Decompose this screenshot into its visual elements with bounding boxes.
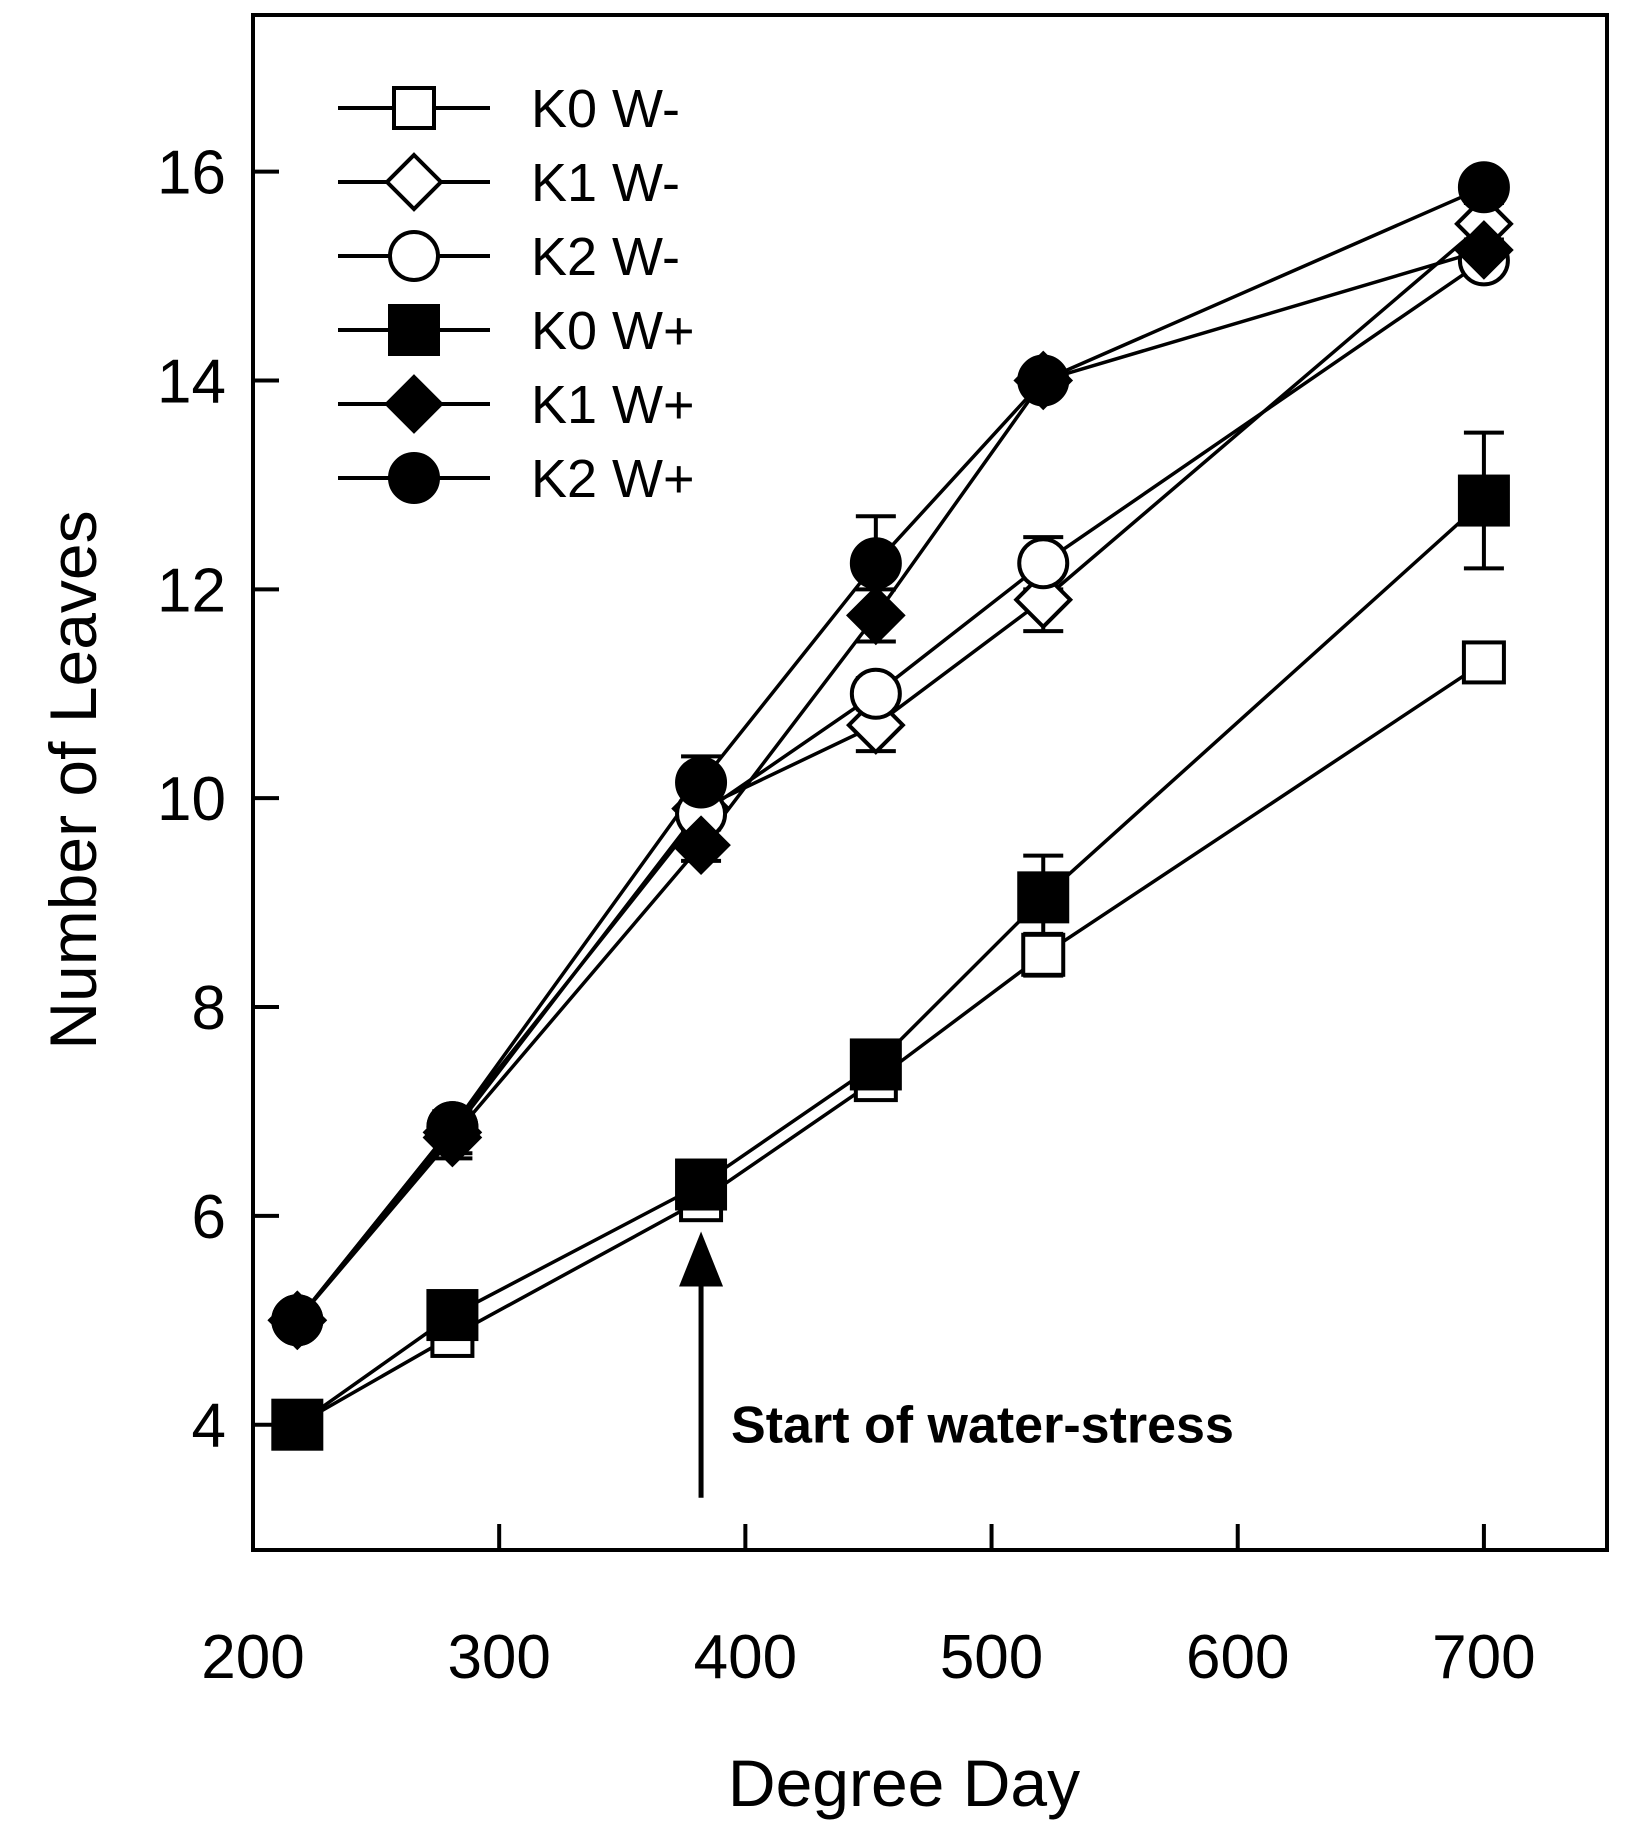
legend-label: K2 W+ xyxy=(531,449,695,509)
legend-marker xyxy=(384,374,444,434)
axes: 200 300 400 500 600 700 4 6 8 10 12 14 16 xyxy=(157,139,1536,1692)
series-line xyxy=(295,248,1485,1322)
data-point xyxy=(849,537,902,590)
annotations: Start of water-stress xyxy=(679,1231,1234,1498)
annotation-label: Start of water-stress xyxy=(731,1397,1234,1455)
data-point xyxy=(1021,932,1066,977)
plot-marks xyxy=(267,161,1514,1451)
x-tick-label: 600 xyxy=(1186,1623,1289,1692)
data-point xyxy=(271,1294,324,1347)
y-tick-label: 4 xyxy=(192,1392,226,1461)
data-point xyxy=(849,667,902,720)
x-axis-title: Degree Day xyxy=(728,1746,1080,1820)
x-tick-label: 300 xyxy=(447,1623,550,1692)
series-markers xyxy=(267,161,1514,1451)
legend-item: K0 W- xyxy=(338,79,680,139)
legend-label: K0 W- xyxy=(531,79,680,139)
legend-marker xyxy=(388,304,440,356)
legend-label: K1 W+ xyxy=(531,375,695,435)
data-point xyxy=(1017,871,1070,924)
x-tick-label: 700 xyxy=(1432,1623,1535,1692)
legend-marker xyxy=(388,452,440,504)
data-point xyxy=(426,1101,479,1154)
data-point xyxy=(1457,161,1510,214)
legend-item: K2 W- xyxy=(338,227,680,287)
x-tick-label: 500 xyxy=(940,1623,1043,1692)
data-point xyxy=(846,585,906,646)
series-line xyxy=(295,185,1485,1322)
data-point xyxy=(1017,354,1070,407)
data-point xyxy=(1461,640,1506,685)
data-point xyxy=(849,1038,902,1091)
legend-label: K0 W+ xyxy=(531,301,695,361)
y-tick-label: 6 xyxy=(192,1183,226,1252)
legend-item: K2 W+ xyxy=(338,449,695,509)
data-point xyxy=(675,1158,728,1211)
data-point xyxy=(271,1398,324,1451)
legend-marker xyxy=(392,86,436,130)
legend-label: K2 W- xyxy=(531,227,680,287)
data-point xyxy=(1457,474,1510,527)
legend-item: K1 W- xyxy=(338,152,680,213)
data-point xyxy=(426,1289,479,1342)
y-tick-label: 10 xyxy=(157,765,226,834)
legend-item: K1 W+ xyxy=(338,374,695,435)
y-tick-label: 14 xyxy=(157,347,226,416)
legend: K0 W- K1 W- K2 W- K0 W+ K1 W+ K2 W+ xyxy=(338,79,695,509)
data-point xyxy=(675,756,728,809)
plot-frame xyxy=(251,13,1609,1552)
x-tick-label: 200 xyxy=(201,1623,304,1692)
series-line xyxy=(295,222,1486,1322)
legend-item: K0 W+ xyxy=(338,301,695,361)
data-point xyxy=(1013,569,1074,630)
data-point xyxy=(1454,220,1514,280)
series-line xyxy=(296,660,1485,1427)
legend-marker xyxy=(388,230,440,282)
y-axis-title: Number of Leaves xyxy=(36,510,110,1049)
y-tick-label: 16 xyxy=(157,139,226,208)
annotation-arrow-head xyxy=(679,1231,724,1287)
data-point xyxy=(1017,537,1070,590)
x-tick-label: 400 xyxy=(694,1623,797,1692)
annotation: Start of water-stress xyxy=(679,1231,1234,1498)
legend-label: K1 W- xyxy=(531,153,680,213)
y-tick-label: 8 xyxy=(192,974,226,1043)
legend-marker xyxy=(384,152,444,212)
data-point xyxy=(671,815,731,875)
y-tick-label: 12 xyxy=(157,556,226,625)
